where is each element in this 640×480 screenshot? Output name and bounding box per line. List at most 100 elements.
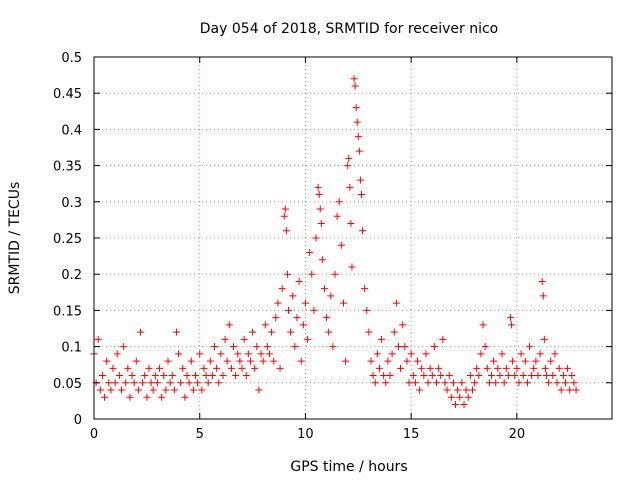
data-point — [177, 379, 185, 387]
data-point — [479, 321, 487, 329]
data-point — [151, 372, 159, 380]
data-point — [315, 191, 323, 199]
data-point — [471, 379, 479, 387]
data-point — [494, 364, 502, 372]
x-tick-label: 5 — [196, 427, 204, 442]
data-point — [265, 350, 273, 358]
data-point — [164, 357, 172, 365]
data-point — [477, 350, 485, 358]
data-point — [345, 154, 353, 162]
data-point — [545, 379, 553, 387]
data-point — [498, 350, 506, 358]
data-point — [128, 372, 136, 380]
data-point — [285, 306, 293, 314]
data-point — [289, 292, 297, 300]
data-point — [513, 364, 521, 372]
data-point — [348, 263, 356, 271]
data-point — [274, 299, 282, 307]
data-point — [160, 372, 168, 380]
data-point — [230, 343, 238, 351]
data-point — [139, 379, 147, 387]
data-point — [542, 372, 550, 380]
data-point — [295, 277, 303, 285]
data-points — [90, 75, 580, 409]
data-point — [347, 220, 355, 228]
data-point — [559, 372, 567, 380]
y-tick-label: 0.5 — [61, 51, 82, 66]
data-point — [101, 393, 109, 401]
data-point — [339, 299, 347, 307]
data-point — [225, 321, 233, 329]
data-point — [354, 133, 362, 141]
data-point — [257, 350, 265, 358]
axis-ticks — [93, 56, 612, 420]
data-point — [320, 285, 328, 293]
data-point — [130, 379, 138, 387]
data-point — [281, 205, 289, 213]
y-tick-label: 0.05 — [53, 377, 82, 392]
data-point — [568, 372, 576, 380]
data-point — [523, 379, 531, 387]
data-point — [357, 191, 365, 199]
data-point — [268, 328, 276, 336]
data-point — [363, 306, 371, 314]
data-point — [566, 386, 574, 394]
data-point — [346, 183, 354, 191]
data-point — [259, 357, 267, 365]
data-point — [401, 343, 409, 351]
data-point — [242, 372, 250, 380]
data-point — [120, 343, 128, 351]
data-point — [251, 364, 259, 372]
data-point — [283, 270, 291, 278]
data-point — [528, 372, 536, 380]
data-point — [113, 350, 121, 358]
data-point — [464, 393, 472, 401]
data-point — [367, 357, 375, 365]
data-point — [397, 364, 405, 372]
data-point — [308, 270, 316, 278]
data-point — [430, 343, 438, 351]
y-tick-label: 0.1 — [61, 341, 82, 356]
data-point — [458, 379, 466, 387]
data-point — [507, 314, 515, 322]
y-tick-label: 0.45 — [53, 87, 82, 102]
data-point — [111, 379, 119, 387]
data-point — [378, 335, 386, 343]
data-point — [475, 372, 483, 380]
y-tick-label: 0.35 — [53, 160, 82, 175]
data-point — [413, 357, 421, 365]
data-point — [335, 198, 343, 206]
data-point — [141, 372, 149, 380]
data-point — [365, 328, 373, 336]
data-point — [466, 372, 474, 380]
data-point — [236, 357, 244, 365]
data-point — [249, 328, 257, 336]
data-point — [353, 118, 361, 126]
data-point — [312, 234, 320, 242]
data-point — [105, 379, 113, 387]
data-point — [172, 328, 180, 336]
data-point — [153, 379, 161, 387]
data-point — [485, 379, 493, 387]
data-point — [521, 357, 529, 365]
data-point — [420, 372, 428, 380]
data-point — [445, 372, 453, 380]
data-point — [149, 386, 157, 394]
data-point — [94, 335, 102, 343]
x-tick-label: 0 — [90, 427, 98, 442]
x-axis-title: GPS time / hours — [290, 459, 407, 475]
data-point — [189, 386, 197, 394]
data-point — [496, 372, 504, 380]
data-point — [390, 328, 398, 336]
x-tick-labels: 0 5 10 15 20 — [90, 427, 525, 442]
data-point — [511, 372, 519, 380]
data-point — [183, 372, 191, 380]
data-point — [508, 321, 516, 329]
data-point — [509, 357, 517, 365]
data-point — [137, 328, 145, 336]
data-point — [344, 162, 352, 170]
data-point — [246, 357, 254, 365]
data-point — [206, 357, 214, 365]
data-point — [536, 350, 544, 358]
